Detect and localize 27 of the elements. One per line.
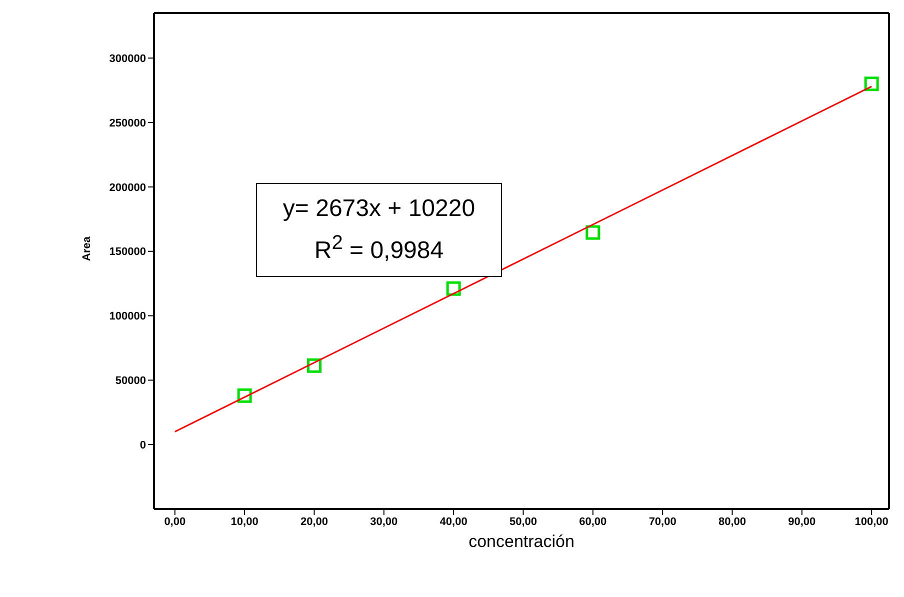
point bbox=[864, 76, 879, 92]
annotation: y= 2673x + 10220 bbox=[282, 194, 476, 224]
x-tick-label: 90,00 bbox=[788, 516, 816, 528]
point bbox=[306, 358, 322, 373]
x-tick-label: 50,00 bbox=[509, 516, 538, 528]
y-tick-label: 50000 bbox=[115, 375, 146, 388]
equation-box: y= 2673x + 10220 R$^{2}$ = 0,9984 bbox=[256, 183, 502, 277]
x-axis-title: concentración bbox=[468, 532, 574, 551]
point bbox=[237, 388, 252, 403]
y-tick-label: 200000 bbox=[109, 182, 146, 194]
y-tick-label: 150000 bbox=[109, 246, 146, 258]
x-tick-label: 20,00 bbox=[300, 516, 328, 528]
x-tick-label: 70,00 bbox=[648, 516, 676, 528]
annotation: R$^{2}$ = 0,9984 bbox=[313, 231, 445, 266]
x-tick-label: 40,00 bbox=[440, 516, 468, 528]
y-tick-label: 250000 bbox=[109, 117, 146, 130]
y-tick-label: 0 bbox=[140, 439, 146, 452]
x-tick-label: 30,00 bbox=[370, 516, 398, 528]
x-tick-label: 0,00 bbox=[164, 516, 186, 528]
x-tick-label: 80,00 bbox=[718, 516, 746, 528]
x-tick-label: 10,00 bbox=[230, 516, 258, 528]
y-tick-label: 100000 bbox=[109, 310, 146, 323]
y-tick-label: 300000 bbox=[109, 52, 146, 65]
point bbox=[586, 225, 600, 240]
x-tick-label: 100,00 bbox=[854, 516, 888, 528]
y-axis-title: Area bbox=[80, 236, 93, 261]
x-tick-label: 60,00 bbox=[579, 516, 607, 528]
